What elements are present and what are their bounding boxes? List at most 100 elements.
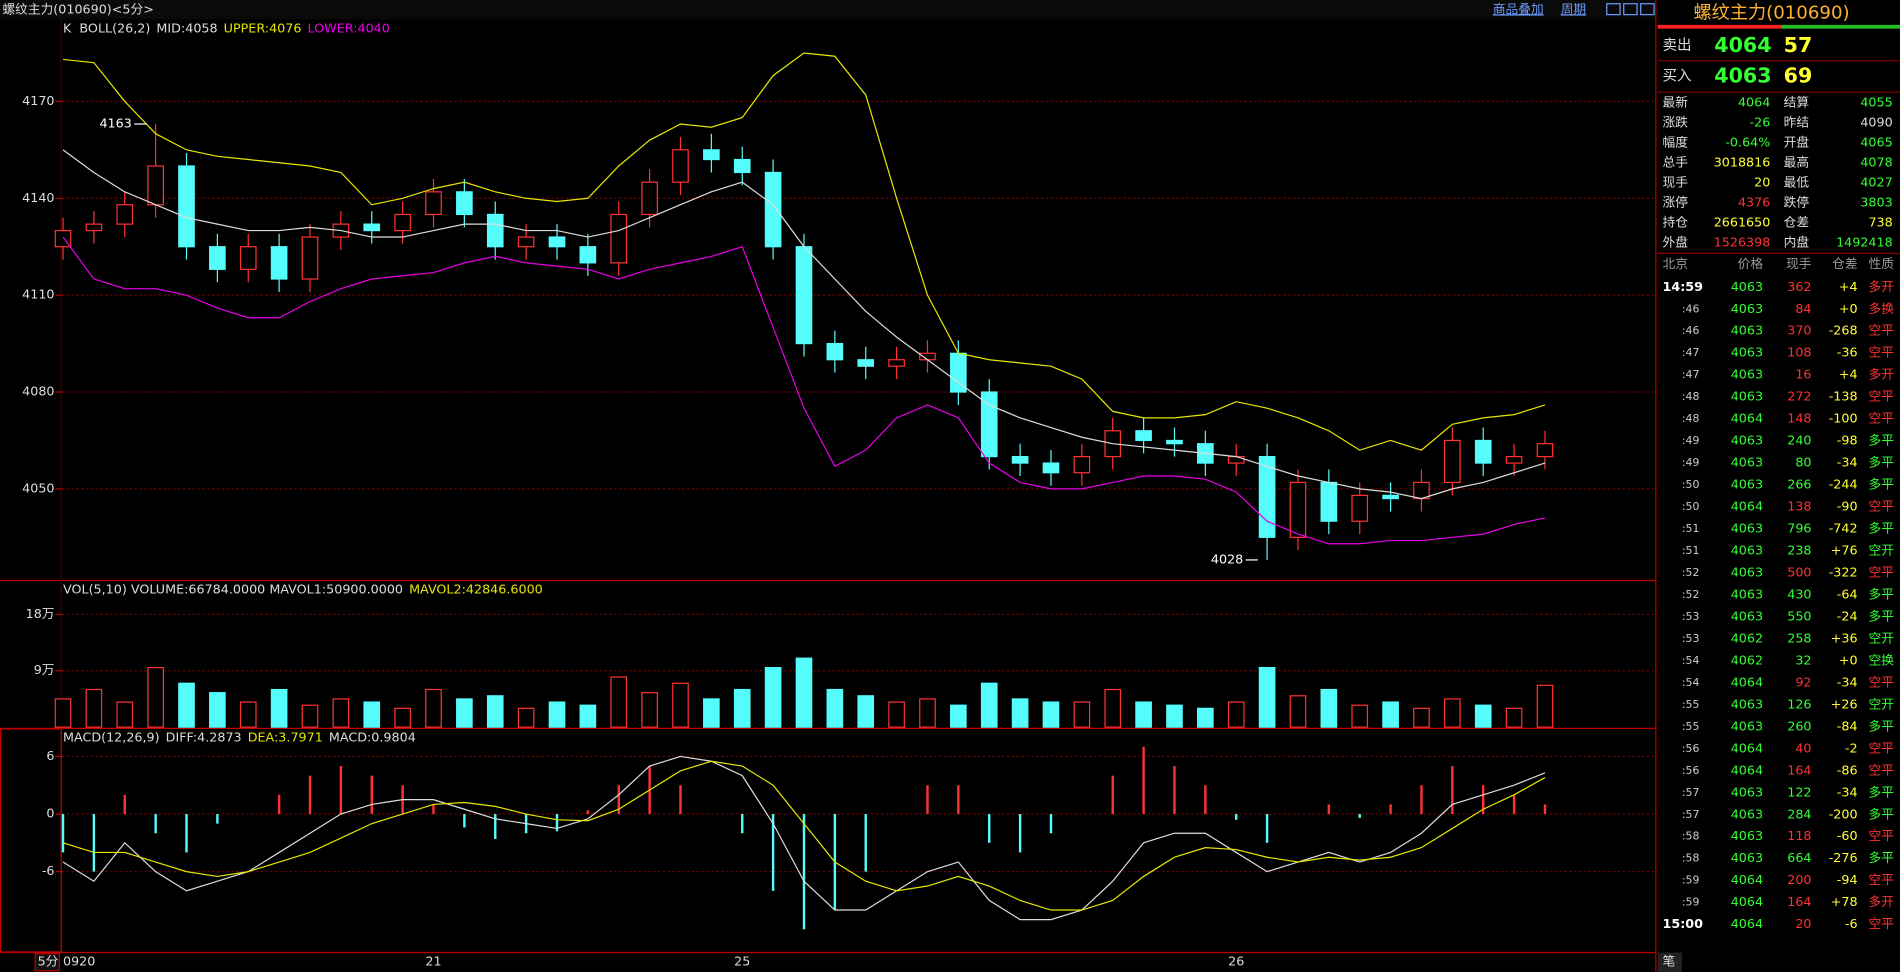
trade-cell: 32 <box>1795 652 1811 667</box>
stat-label: 最低 <box>1784 175 1810 190</box>
trade-cell: 138 <box>1787 499 1811 514</box>
window-title: 螺纹主力(010690)<5分> <box>2 1 153 16</box>
trade-cell: 80 <box>1795 455 1811 470</box>
y-tick-label: 4080 <box>22 384 54 399</box>
trade-cell: 空平 <box>1869 345 1895 360</box>
stat-value: 2661650 <box>1714 215 1771 230</box>
candle-body <box>1042 462 1060 474</box>
volume-bar <box>1258 666 1276 728</box>
stat-value: 4065 <box>1860 135 1892 150</box>
trade-cell: :48 <box>1682 412 1700 425</box>
trade-cell: 4063 <box>1731 521 1763 536</box>
link[interactable]: 周期 <box>1561 1 1586 16</box>
trade-cell: 空开 <box>1869 696 1895 711</box>
candle-body <box>1135 430 1152 442</box>
candle-body <box>641 181 658 216</box>
stat-value: 20 <box>1754 175 1770 190</box>
indicator-label: K BOLL(26,2) <box>63 21 150 36</box>
volume-bar <box>1011 698 1029 728</box>
volume-bar <box>1444 698 1461 728</box>
volume-bar <box>1413 707 1430 728</box>
indicator-label: MACD:0.9804 <box>329 730 416 745</box>
indicator-line <box>62 52 1546 451</box>
trade-cell: 164 <box>1787 762 1811 777</box>
trade-cell: -24 <box>1837 608 1858 623</box>
trade-cell: :59 <box>1682 896 1700 909</box>
tab-box[interactable] <box>1657 952 1682 972</box>
stat-label: 仓差 <box>1784 215 1809 230</box>
icon-button[interactable] <box>1606 3 1621 16</box>
candle-body <box>610 213 628 264</box>
stat-value: 4078 <box>1860 155 1892 170</box>
indicator-line <box>62 236 1546 545</box>
trade-cell: 16 <box>1795 367 1811 382</box>
trade-cell: 多开 <box>1869 279 1895 294</box>
volume-bar <box>980 682 998 728</box>
indicator-label: VOL(5,10) VOLUME:66784.0000 MAVOL1:50900… <box>63 582 403 597</box>
volume-bar <box>54 698 72 728</box>
trade-cell: :50 <box>1682 478 1700 491</box>
column-header: 现手 <box>1786 256 1812 271</box>
candle-body <box>764 171 782 248</box>
trade-cell: -200 <box>1829 806 1858 821</box>
x-tick-label: 0920 <box>63 954 95 969</box>
trade-cell: 4063 <box>1731 477 1763 492</box>
candle-body <box>239 246 257 270</box>
icon-button[interactable] <box>1623 3 1638 16</box>
trade-cell: -86 <box>1837 762 1858 777</box>
volume-bar <box>795 657 813 728</box>
trade-cell: -64 <box>1837 586 1858 601</box>
candle-body <box>456 191 473 216</box>
trade-cell: 284 <box>1787 806 1811 821</box>
volume-bar <box>733 688 751 728</box>
trade-cell: 4063 <box>1731 696 1763 711</box>
trade-cell: 550 <box>1787 608 1811 623</box>
x-tick-label: 25 <box>734 954 750 969</box>
stat-value: 3803 <box>1860 195 1892 210</box>
trade-cell: -138 <box>1829 389 1858 404</box>
volume-bar <box>1289 695 1307 728</box>
volume-bar <box>1104 688 1122 728</box>
x-tick-label: 21 <box>425 954 441 969</box>
volume-bar <box>178 682 195 728</box>
candle-body <box>1073 455 1091 474</box>
candle-body <box>1382 494 1399 500</box>
trade-cell: 4063 <box>1731 806 1763 821</box>
volume-bar <box>517 707 535 728</box>
volume-bar <box>1382 701 1399 728</box>
trade-cell: :54 <box>1682 676 1700 689</box>
tab[interactable]: 笔 <box>1663 954 1676 969</box>
period[interactable]: 5分 <box>38 954 59 969</box>
icon-button[interactable] <box>1640 3 1655 16</box>
volume-bar <box>548 701 566 728</box>
trade-cell: :58 <box>1682 830 1700 843</box>
period-box[interactable] <box>34 953 60 972</box>
trade-cell: +4 <box>1839 367 1858 382</box>
volume-bar <box>1227 701 1245 728</box>
indicator-label: MACD(12,26,9) <box>63 730 160 745</box>
trade-cell: -84 <box>1837 718 1858 733</box>
quote-size: 57 <box>1784 33 1813 57</box>
trade-cell: 4063 <box>1731 850 1763 865</box>
candle-body <box>703 149 720 161</box>
candle-body <box>1474 439 1492 464</box>
trade-cell: 4063 <box>1731 367 1763 382</box>
trade-cell: :55 <box>1682 698 1700 711</box>
trade-cell: 空平 <box>1869 674 1895 689</box>
candle-body <box>1351 494 1369 522</box>
trade-cell: 多平 <box>1869 521 1895 536</box>
trade-cell: -60 <box>1837 828 1858 843</box>
trade-cell: 4062 <box>1731 630 1763 645</box>
candle-body <box>980 391 998 458</box>
link[interactable]: 商品叠加 <box>1493 1 1544 16</box>
candle-body <box>1413 481 1430 500</box>
trade-cell: :57 <box>1682 786 1700 799</box>
trade-cell: :49 <box>1682 434 1700 447</box>
trade-cell: 空开 <box>1869 630 1895 645</box>
stat-label: 内盘 <box>1784 235 1810 250</box>
candle-body <box>85 223 103 232</box>
volume-bar <box>1166 704 1183 728</box>
column-header: 价格 <box>1738 256 1764 271</box>
trade-cell: 空平 <box>1869 499 1895 514</box>
stat-value: -26 <box>1750 115 1771 130</box>
